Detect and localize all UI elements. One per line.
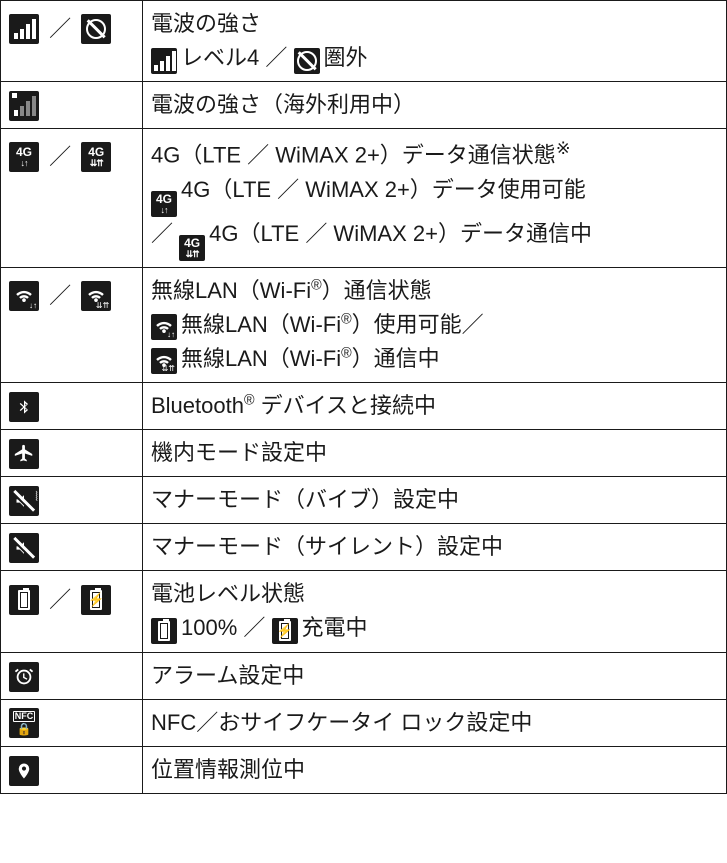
table-row: 4G↓↑ ／ 4G⇊⇈ 4G（LTE ／ WiMAX 2+）データ通信状態※ 4… [1, 129, 727, 267]
fourg-title-text: 4G（LTE ／ WiMAX 2+）データ通信状態 [151, 143, 556, 168]
separator: ／ [243, 615, 271, 640]
desc-cell-nfc: NFC／おサイフケータイ ロック設定中 [143, 699, 727, 746]
icon-cell-silent [1, 524, 143, 571]
desc-cell-alarm: アラーム設定中 [143, 652, 727, 699]
table-row: 位置情報測位中 [1, 746, 727, 793]
registered-mark: ® [311, 277, 322, 293]
battery-charging-icon: ⚡ [272, 618, 298, 644]
fourg-title: 4G（LTE ／ WiMAX 2+）データ通信状態※ [151, 135, 718, 172]
fourg-sub2-text: 4G（LTE ／ WiMAX 2+）データ通信中 [209, 221, 592, 246]
location-icon [9, 756, 39, 786]
wifi-sub1: ↓↑ 無線LAN（Wi-Fi®）使用可能／ [151, 308, 718, 342]
battery-icon [9, 585, 39, 615]
signal-icon [9, 14, 39, 44]
four-g-icon: 4G↓↑ [151, 191, 177, 217]
desc-cell-battery: 電池レベル状態 100% ／ ⚡充電中 [143, 571, 727, 652]
battery-detail: 100% ／ ⚡充電中 [151, 611, 718, 645]
battery-charging-text: 充電中 [302, 615, 368, 640]
table-row: マナーモード（サイレント）設定中 [1, 524, 727, 571]
table-row: アラーム設定中 [1, 652, 727, 699]
alarm-icon [9, 662, 39, 692]
separator: ／ [151, 221, 173, 246]
bluetooth-text-b: デバイスと接続中 [255, 393, 436, 418]
separator: ／ [49, 583, 71, 617]
fourg-sub2: ／ 4G⇊⇈4G（LTE ／ WiMAX 2+）データ通信中 [151, 217, 718, 261]
alarm-text: アラーム設定中 [151, 663, 304, 688]
battery-charging-icon: ⚡ [81, 585, 111, 615]
vibrate-mode-icon: ⦚ [9, 486, 39, 516]
desc-cell-silent: マナーモード（サイレント）設定中 [143, 524, 727, 571]
fourg-sub1-text: 4G（LTE ／ WiMAX 2+）データ使用可能 [181, 177, 586, 202]
roaming-signal-icon [9, 91, 39, 121]
registered-mark: ® [341, 311, 352, 327]
four-g-icon: 4G↓↑ [9, 142, 39, 172]
airplane-icon [9, 439, 39, 469]
four-g-active-icon: 4G⇊⇈ [179, 235, 205, 261]
icon-cell-gps [1, 746, 143, 793]
desc-cell-airplane: 機内モード設定中 [143, 430, 727, 477]
desc-cell-signal: 電波の強さ レベル4 ／ 圏外 [143, 1, 727, 82]
roaming-text: 電波の強さ（海外利用中） [151, 92, 415, 117]
icon-cell-airplane [1, 430, 143, 477]
silent-text: マナーモード（サイレント）設定中 [151, 534, 503, 559]
desc-cell-wifi: 無線LAN（Wi-Fi®）通信状態 ↓↑ 無線LAN（Wi-Fi®）使用可能／ … [143, 267, 727, 382]
desc-cell-roaming: 電波の強さ（海外利用中） [143, 82, 727, 129]
status-icon-table: ／ 電波の強さ レベル4 ／ 圏外 電波の強さ（海外利用中） [0, 0, 727, 794]
icon-cell-4g: 4G↓↑ ／ 4G⇊⇈ [1, 129, 143, 267]
wifi-title: 無線LAN（Wi-Fi®）通信状態 [151, 274, 718, 308]
table-row: 機内モード設定中 [1, 430, 727, 477]
signal-level-text: レベル4 [181, 45, 259, 70]
icon-cell-alarm [1, 652, 143, 699]
signal-detail: レベル4 ／ 圏外 [151, 41, 718, 75]
bluetooth-icon [9, 392, 39, 422]
desc-cell-vibrate: マナーモード（バイブ）設定中 [143, 477, 727, 524]
icon-cell-battery: ／ ⚡ [1, 571, 143, 652]
table-row: Bluetooth® デバイスと接続中 [1, 382, 727, 429]
wifi-active-icon: ⇊⇈ [81, 281, 111, 311]
airplane-text: 機内モード設定中 [151, 440, 327, 465]
separator: ／ [49, 279, 71, 313]
registered-mark: ® [244, 393, 255, 409]
icon-cell-nfc: NFC🔒 [1, 699, 143, 746]
fourg-sub1: 4G↓↑4G（LTE ／ WiMAX 2+）データ使用可能 [151, 173, 718, 217]
signal-icon [151, 48, 177, 74]
wifi-sub2: ⇊⇈ 無線LAN（Wi-Fi®）通信中 [151, 342, 718, 376]
no-signal-icon [294, 48, 320, 74]
icon-cell-signal: ／ [1, 1, 143, 82]
table-row: ／ 電波の強さ レベル4 ／ 圏外 [1, 1, 727, 82]
table-row: ↓↑ ／ ⇊⇈ 無線LAN（Wi-Fi®）通信状態 ↓↑ 無線LAN（Wi-Fi… [1, 267, 727, 382]
registered-mark: ® [341, 346, 352, 362]
icon-cell-bluetooth [1, 382, 143, 429]
icon-cell-vibrate: ⦚ [1, 477, 143, 524]
separator: ／ [49, 140, 71, 174]
bluetooth-text-a: Bluetooth [151, 393, 244, 418]
battery-100-text: 100% [181, 615, 237, 640]
table-row: 電波の強さ（海外利用中） [1, 82, 727, 129]
wifi-icon: ↓↑ [151, 314, 177, 340]
footnote-mark: ※ [556, 138, 571, 158]
four-g-active-icon: 4G⇊⇈ [81, 142, 111, 172]
wifi-icon: ↓↑ [9, 281, 39, 311]
separator: ／ [49, 12, 71, 46]
gps-text: 位置情報測位中 [151, 757, 305, 782]
vibrate-text: マナーモード（バイブ）設定中 [151, 487, 459, 512]
silent-mode-icon [9, 533, 39, 563]
nfc-lock-icon: NFC🔒 [9, 708, 39, 738]
table-row: ／ ⚡ 電池レベル状態 100% ／ ⚡充電中 [1, 571, 727, 652]
table-row: NFC🔒 NFC／おサイフケータイ ロック設定中 [1, 699, 727, 746]
battery-icon [151, 618, 177, 644]
battery-title: 電池レベル状態 [151, 577, 718, 611]
signal-title: 電波の強さ [151, 7, 718, 41]
table-row: ⦚ マナーモード（バイブ）設定中 [1, 477, 727, 524]
desc-cell-4g: 4G（LTE ／ WiMAX 2+）データ通信状態※ 4G↓↑4G（LTE ／ … [143, 129, 727, 267]
wifi-active-icon: ⇊⇈ [151, 348, 177, 374]
no-signal-icon [81, 14, 111, 44]
separator: ／ [265, 45, 293, 70]
nfc-text: NFC／おサイフケータイ ロック設定中 [151, 710, 532, 735]
signal-out-text: 圏外 [324, 45, 368, 70]
desc-cell-gps: 位置情報測位中 [143, 746, 727, 793]
icon-cell-wifi: ↓↑ ／ ⇊⇈ [1, 267, 143, 382]
desc-cell-bluetooth: Bluetooth® デバイスと接続中 [143, 382, 727, 429]
icon-cell-roaming [1, 82, 143, 129]
